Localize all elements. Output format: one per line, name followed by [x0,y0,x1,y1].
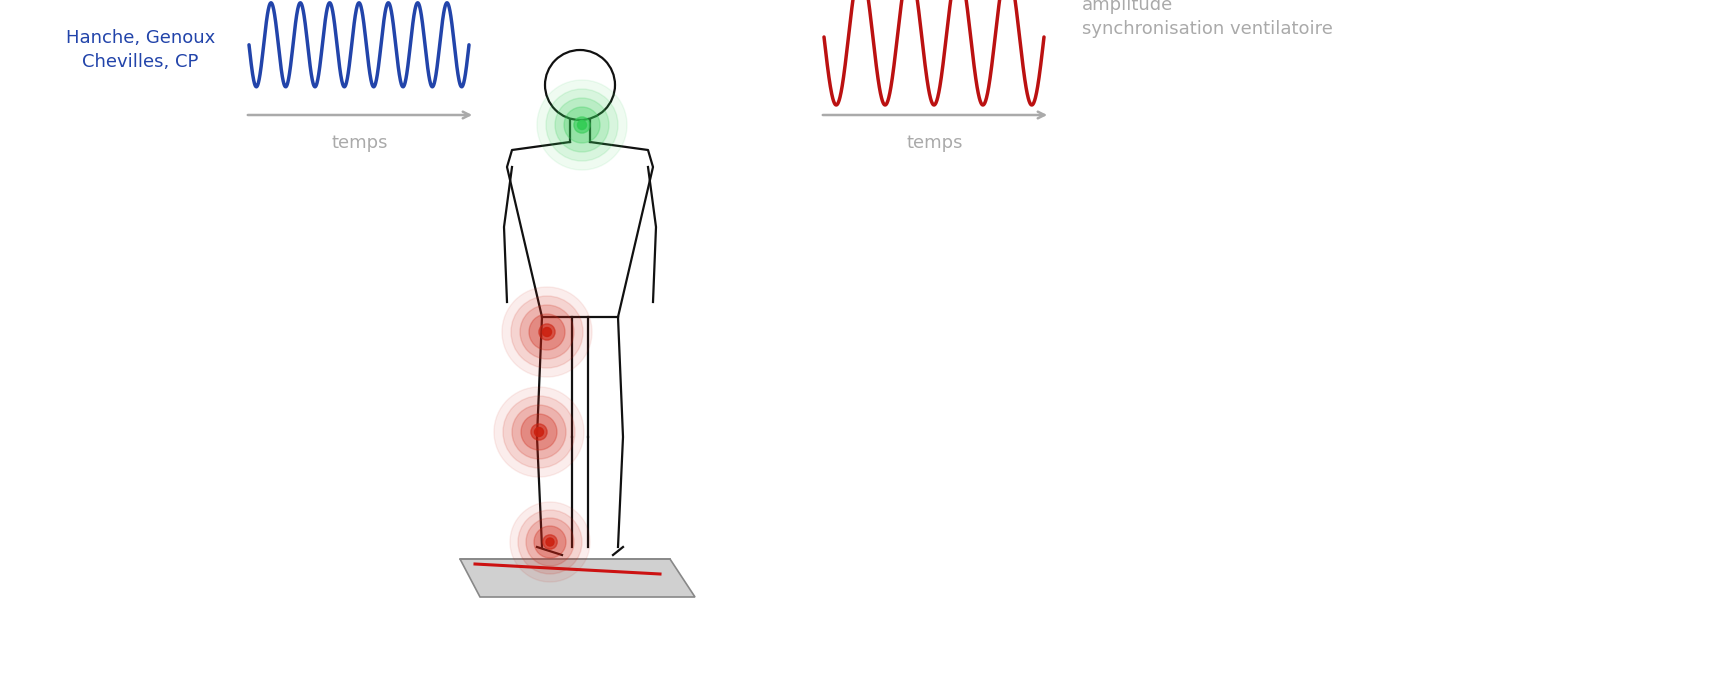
Circle shape [546,538,554,546]
Circle shape [503,396,575,468]
Circle shape [509,502,590,582]
Polygon shape [460,559,695,597]
Circle shape [535,428,544,436]
Text: temps: temps [907,134,964,152]
Circle shape [528,314,564,350]
Circle shape [527,518,575,566]
Circle shape [530,424,547,440]
Circle shape [511,296,583,368]
Circle shape [578,120,587,130]
Circle shape [573,117,590,133]
Circle shape [554,98,609,152]
Circle shape [564,107,601,143]
Circle shape [513,405,566,459]
Circle shape [534,526,566,558]
Text: temps: temps [332,134,389,152]
Circle shape [542,535,558,549]
Circle shape [521,414,558,450]
Circle shape [537,80,626,170]
Circle shape [542,328,551,337]
Text: Hanche, Genoux
Chevilles, CP: Hanche, Genoux Chevilles, CP [65,29,215,70]
Circle shape [546,89,618,161]
Circle shape [539,324,556,340]
Circle shape [494,387,583,477]
Text: amplitude
synchronisation ventilatoire: amplitude synchronisation ventilatoire [1083,0,1332,38]
Circle shape [520,305,575,359]
Circle shape [518,510,582,574]
Circle shape [503,287,592,377]
